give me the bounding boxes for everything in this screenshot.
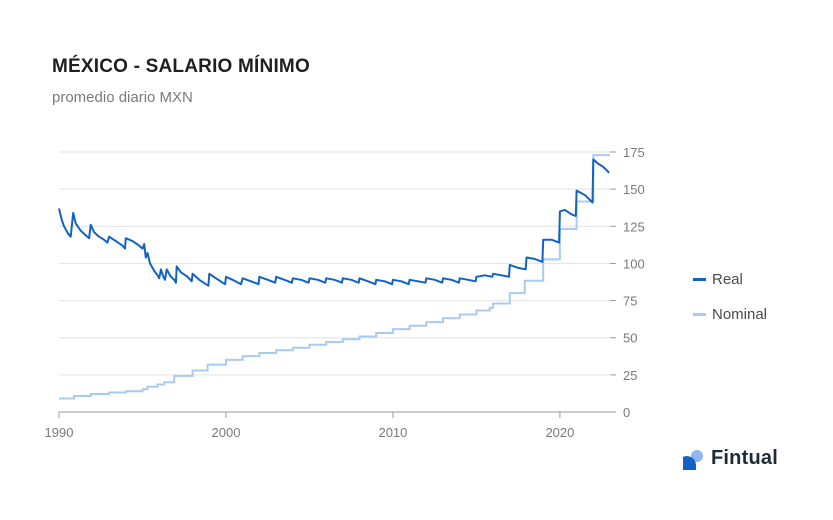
y-tick-label-75: 75 <box>623 294 637 309</box>
chart-title: MÉXICO - SALARIO MÍNIMO <box>52 56 310 77</box>
brand-logo: Fintual <box>683 447 778 470</box>
series-line-real <box>58 158 610 287</box>
x-tick-label-2020: 2020 <box>545 425 574 440</box>
series-lines <box>58 154 610 400</box>
series-line-nominal <box>59 154 610 400</box>
legend-swatch-real <box>693 278 706 281</box>
axes: 0 25 50 75 100 125 150 175 1990 2000 2010 2020 <box>45 145 645 440</box>
chart-legend: Real Nominal <box>693 262 767 332</box>
x-tick-label-2000: 2000 <box>212 425 241 440</box>
legend-swatch-nominal <box>693 313 706 316</box>
grid-lines <box>59 151 610 376</box>
y-tick-label-50: 50 <box>623 331 637 346</box>
chart-subtitle: promedio diario MXN <box>52 89 193 106</box>
y-tick-label-150: 150 <box>623 182 645 197</box>
y-tick-label-0: 0 <box>623 405 630 420</box>
legend-item-real[interactable]: Real <box>693 262 767 297</box>
legend-label-nominal: Nominal <box>712 306 768 323</box>
legend-item-nominal[interactable]: Nominal <box>693 297 767 332</box>
x-tick-label-1990: 1990 <box>45 425 74 440</box>
legend-label-real: Real <box>712 271 743 288</box>
y-tick-label-25: 25 <box>623 368 637 383</box>
fintual-logo-icon <box>683 449 703 470</box>
brand-name: Fintual <box>711 447 778 469</box>
y-tick-label-175: 175 <box>623 145 645 160</box>
x-tick-label-2010: 2010 <box>378 425 407 440</box>
y-tick-label-100: 100 <box>623 256 645 271</box>
y-tick-label-125: 125 <box>623 219 645 234</box>
